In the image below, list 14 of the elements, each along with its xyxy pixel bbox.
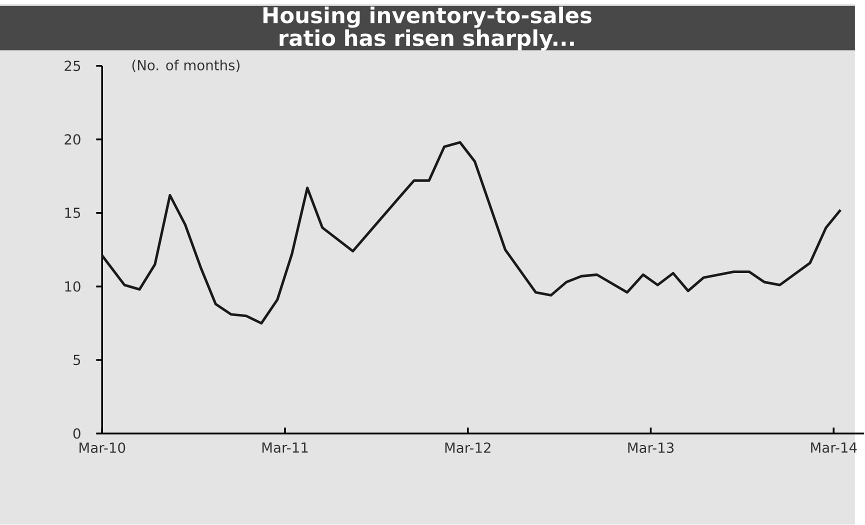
y-tick-label: 25	[64, 60, 80, 72]
y-tick-label: 0	[73, 428, 80, 439]
line-series	[100, 141, 842, 325]
x-tick-label: Mar-13	[628, 442, 674, 454]
chart-title: Housing inventory-to-sales ratio has risen sharply...	[263, 6, 592, 51]
y-axis-title: (No. of months)	[132, 60, 240, 72]
x-tick-label: Mar-10	[80, 442, 126, 454]
y-tick-label: 10	[65, 281, 80, 292]
x-tick-label: Mar-12	[445, 442, 490, 454]
y-tick-label: 15	[65, 208, 80, 218]
x-tick-label: Mar-14	[811, 442, 857, 453]
y-tick-label: 5	[74, 355, 80, 366]
y-tick-label: 20	[64, 134, 80, 145]
x-tick-label: Mar-11	[262, 442, 308, 453]
